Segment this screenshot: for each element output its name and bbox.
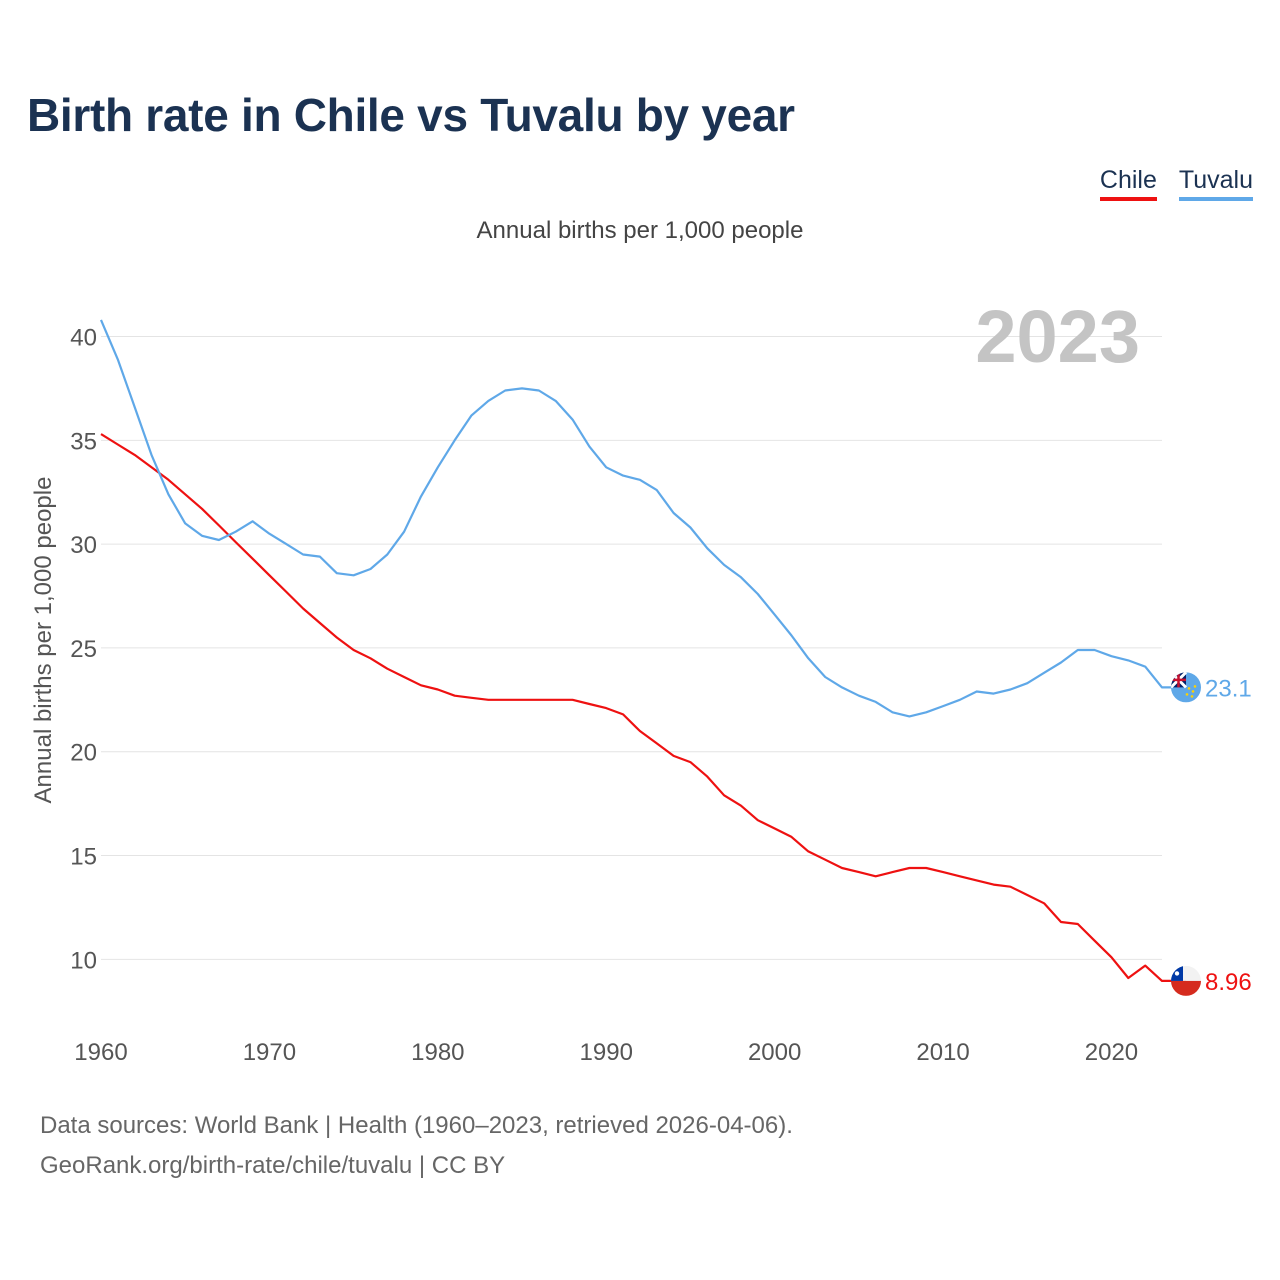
y-tick-label-25: 25	[70, 636, 97, 663]
end-markers: 8.96 23.1	[1171, 672, 1252, 996]
x-tick-label-2020: 2020	[1085, 1039, 1138, 1066]
x-tick-label-1970: 1970	[243, 1039, 296, 1066]
y-axis-label: Annual births per 1,000 people	[30, 477, 57, 804]
line-chart: 2023 Annual births per 1,000 people 10 15…	[30, 295, 1252, 1066]
x-tick-label-1990: 1990	[580, 1039, 633, 1066]
tuvalu-flag-icon	[1171, 672, 1201, 703]
x-tick-label-1960: 1960	[74, 1039, 127, 1066]
chart-title: Birth rate in Chile vs Tuvalu by year	[27, 89, 795, 141]
y-tick-label-35: 35	[70, 428, 97, 455]
y-tick-label-30: 30	[70, 532, 97, 559]
series-lines	[99, 319, 1186, 983]
x-axis-ticks: 1960 1970 1980 1990 2000 2010 2020	[74, 1039, 1138, 1066]
year-badge: 2023	[975, 295, 1140, 378]
x-tick-label-2010: 2010	[916, 1039, 969, 1066]
chile-end-value: 8.96	[1205, 969, 1252, 996]
y-tick-label-15: 15	[70, 844, 97, 871]
legend-item-tuvalu[interactable]: Tuvalu	[1178, 166, 1253, 201]
gridlines	[101, 336, 1162, 960]
tuvalu-end-value: 23.1	[1205, 675, 1252, 702]
y-tick-label-20: 20	[70, 740, 97, 767]
source-line-2[interactable]: GeoRank.org/birth-rate/chile/tuvalu | CC…	[40, 1152, 506, 1179]
series-line-chile	[100, 433, 1186, 983]
legend-item-chile[interactable]: Chile	[1099, 166, 1157, 201]
x-tick-label-1980: 1980	[411, 1039, 464, 1066]
source-note: Data sources: World Bank | Health (1960–…	[40, 1106, 793, 1186]
chart-subtitle: Annual births per 1,000 people	[476, 217, 804, 244]
series-line-tuvalu	[99, 319, 1186, 718]
source-line-1: Data sources: World Bank | Health (1960–…	[40, 1112, 793, 1139]
legend: Chile Tuvalu	[1099, 166, 1253, 201]
y-axis-ticks: 10 15 20 25 30 35 40	[70, 325, 97, 975]
y-tick-label-40: 40	[70, 325, 97, 352]
x-tick-label-2000: 2000	[748, 1039, 801, 1066]
y-tick-label-10: 10	[70, 947, 97, 974]
chile-flag-icon	[1171, 965, 1201, 996]
